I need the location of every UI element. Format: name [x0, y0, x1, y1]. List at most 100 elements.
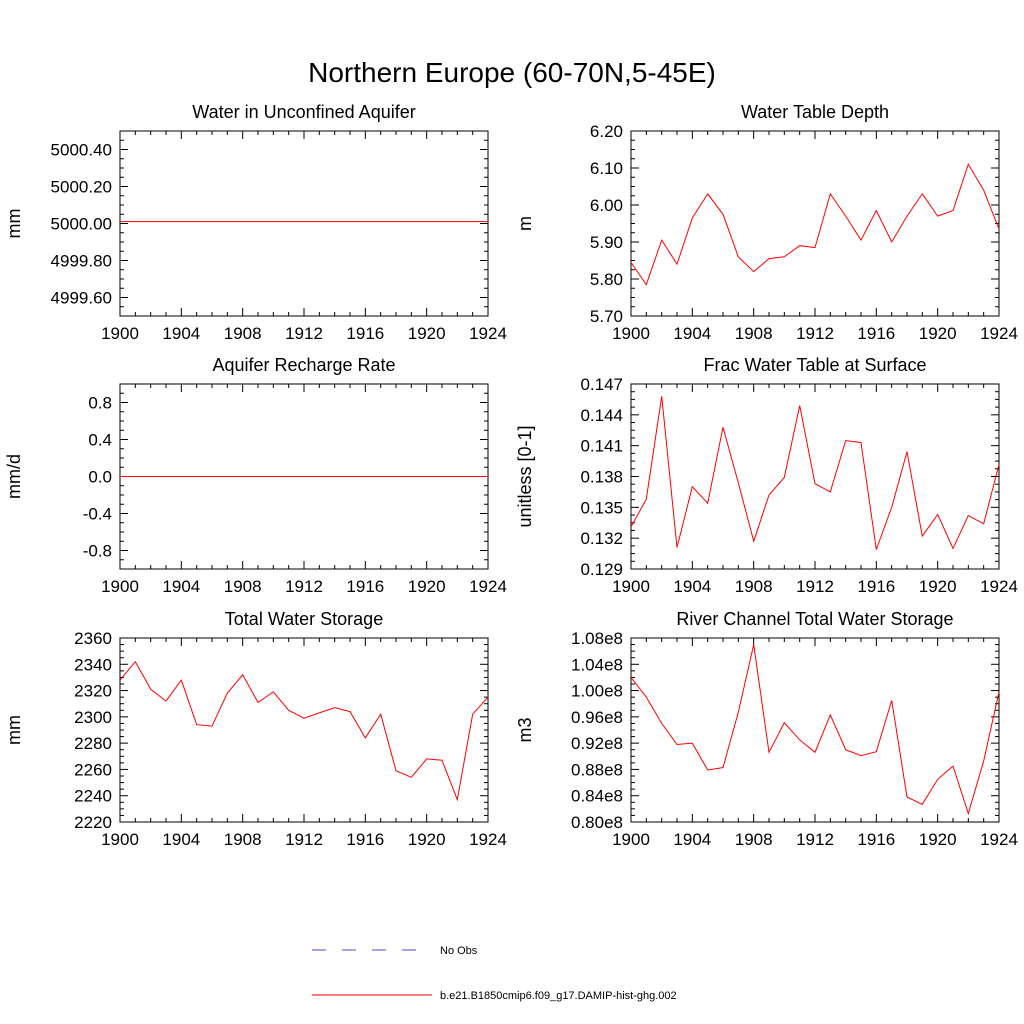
- x-tick-label: 1912: [796, 324, 834, 343]
- x-tick-label: 1908: [735, 577, 773, 596]
- x-tick-label: 1912: [796, 830, 834, 849]
- y-tick-label: 0.4: [88, 431, 112, 450]
- series-line: [119, 660, 489, 802]
- x-tick-label: 1920: [408, 577, 446, 596]
- y-tick-label: 0.138: [580, 468, 623, 487]
- x-tick-label: 1924: [469, 324, 507, 343]
- plot-frame: [630, 383, 1000, 570]
- panel-title: Total Water Storage: [225, 609, 383, 629]
- plot-frame: [630, 130, 1000, 317]
- y-tick-label: 1.00e8: [571, 682, 623, 701]
- x-tick-label: 1912: [796, 577, 834, 596]
- y-tick-label: 2360: [74, 629, 112, 648]
- x-tick-label: 1908: [224, 577, 262, 596]
- y-tick-label: 2280: [74, 734, 112, 753]
- x-tick-label: 1904: [162, 577, 200, 596]
- y-axis-label: mm: [4, 715, 24, 745]
- x-tick-label: 1904: [162, 324, 200, 343]
- x-tick-label: 1904: [162, 830, 200, 849]
- y-tick-label: 0.129: [580, 560, 623, 579]
- series-line: [630, 644, 1000, 816]
- y-tick-label: 2240: [74, 787, 112, 806]
- y-tick-label: 2320: [74, 682, 112, 701]
- y-tick-label: 0.0: [88, 468, 112, 487]
- panel-title: Water in Unconfined Aquifer: [192, 102, 415, 122]
- x-tick-label: 1920: [919, 577, 957, 596]
- y-axis-label: unitless [0-1]: [515, 425, 535, 527]
- x-tick-label: 1920: [919, 830, 957, 849]
- x-tick-label: 1912: [285, 830, 323, 849]
- y-tick-label: 5000.40: [51, 141, 112, 160]
- y-tick-label: 0.88e8: [571, 760, 623, 779]
- x-tick-label: 1916: [346, 324, 384, 343]
- x-tick-label: 1900: [101, 577, 139, 596]
- y-tick-label: 0.96e8: [571, 708, 623, 727]
- legend-label: No Obs: [440, 945, 478, 957]
- y-tick-label: 2300: [74, 708, 112, 727]
- series-line: [630, 396, 1000, 550]
- panel: Frac Water Table at Surface 1900 1904 1908 1…: [515, 355, 1018, 596]
- x-tick-label: 1916: [346, 577, 384, 596]
- x-tick-label: 1924: [469, 577, 507, 596]
- y-tick-label: 5000.00: [51, 215, 112, 234]
- y-axis-label: mm/d: [4, 454, 24, 499]
- x-tick-label: 1900: [612, 830, 650, 849]
- y-tick-label: 6.10: [590, 159, 623, 178]
- y-tick-label: 2340: [74, 655, 112, 674]
- y-tick-label: 1.04e8: [571, 655, 623, 674]
- y-tick-label: -0.4: [83, 505, 112, 524]
- y-tick-label: 0.80e8: [571, 813, 623, 832]
- legend: No Obs b.e21.B1850cmip6.f09_g17.DAMIP-his…: [312, 945, 677, 1002]
- panel: Aquifer Recharge Rate 1900 1904 1908 1912 191…: [4, 355, 507, 596]
- y-tick-label: 5000.20: [51, 178, 112, 197]
- x-tick-label: 1908: [224, 830, 262, 849]
- y-tick-label: 0.141: [580, 437, 623, 456]
- panel: Water in Unconfined Aquifer 1900 1904 1908 1…: [4, 102, 507, 343]
- panel-title: River Channel Total Water Storage: [676, 609, 953, 629]
- x-tick-label: 1908: [735, 830, 773, 849]
- x-tick-label: 1908: [735, 324, 773, 343]
- y-tick-label: 0.92e8: [571, 734, 623, 753]
- x-tick-label: 1904: [673, 324, 711, 343]
- y-tick-label: 6.00: [590, 196, 623, 215]
- x-tick-label: 1900: [101, 324, 139, 343]
- y-tick-label: 6.20: [590, 122, 623, 141]
- x-tick-label: 1924: [980, 577, 1018, 596]
- y-tick-label: 4999.80: [51, 252, 112, 271]
- x-tick-label: 1904: [673, 830, 711, 849]
- x-tick-label: 1916: [857, 577, 895, 596]
- x-tick-label: 1916: [857, 830, 895, 849]
- x-tick-label: 1900: [101, 830, 139, 849]
- plot-frame: [119, 637, 489, 823]
- y-tick-label: 0.144: [580, 406, 623, 425]
- x-tick-label: 1920: [408, 324, 446, 343]
- panel: Total Water Storage 1900 1904 1908 1912 1916 1…: [4, 609, 507, 849]
- x-tick-label: 1924: [980, 324, 1018, 343]
- x-tick-label: 1900: [612, 324, 650, 343]
- x-tick-label: 1920: [408, 830, 446, 849]
- panels: Water in Unconfined Aquifer 1900 1904 1908 1…: [4, 102, 1018, 849]
- y-tick-label: 4999.60: [51, 289, 112, 308]
- x-tick-label: 1916: [346, 830, 384, 849]
- y-tick-label: 5.90: [590, 233, 623, 252]
- panel: River Channel Total Water Storage 1900 190…: [515, 609, 1018, 849]
- y-tick-label: 0.84e8: [571, 787, 623, 806]
- x-tick-label: 1912: [285, 577, 323, 596]
- plot-frame: [119, 130, 489, 317]
- series-line: [630, 163, 1000, 286]
- y-axis-label: mm: [4, 209, 24, 239]
- y-tick-label: 2260: [74, 760, 112, 779]
- y-axis-label: m: [515, 216, 535, 231]
- x-tick-label: 1916: [857, 324, 895, 343]
- panel-title: Frac Water Table at Surface: [703, 355, 926, 375]
- y-axis-label: m3: [515, 717, 535, 742]
- figure-title: Northern Europe (60-70N,5-45E): [308, 57, 716, 88]
- y-tick-label: 2220: [74, 813, 112, 832]
- plot-frame: [630, 637, 1000, 823]
- x-tick-label: 1912: [285, 324, 323, 343]
- x-tick-label: 1908: [224, 324, 262, 343]
- x-tick-label: 1920: [919, 324, 957, 343]
- y-tick-label: 5.80: [590, 270, 623, 289]
- y-tick-label: -0.8: [83, 542, 112, 561]
